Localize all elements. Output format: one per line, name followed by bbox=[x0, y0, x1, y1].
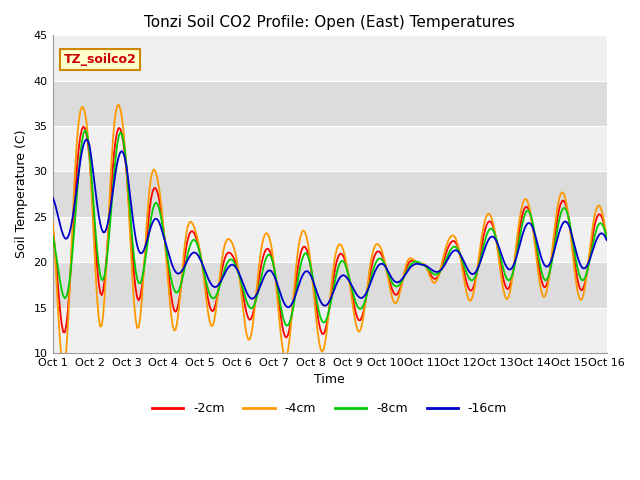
Text: TZ_soilco2: TZ_soilco2 bbox=[63, 53, 136, 66]
Bar bbox=[52, 308, 607, 353]
Bar bbox=[52, 171, 607, 217]
Bar bbox=[52, 36, 607, 81]
Y-axis label: Soil Temperature (C): Soil Temperature (C) bbox=[15, 130, 28, 258]
X-axis label: Time: Time bbox=[314, 373, 345, 386]
Bar bbox=[52, 126, 607, 171]
Legend: -2cm, -4cm, -8cm, -16cm: -2cm, -4cm, -8cm, -16cm bbox=[147, 397, 512, 420]
Title: Tonzi Soil CO2 Profile: Open (East) Temperatures: Tonzi Soil CO2 Profile: Open (East) Temp… bbox=[144, 15, 515, 30]
Bar bbox=[52, 217, 607, 262]
Bar bbox=[52, 81, 607, 126]
Bar bbox=[52, 262, 607, 308]
